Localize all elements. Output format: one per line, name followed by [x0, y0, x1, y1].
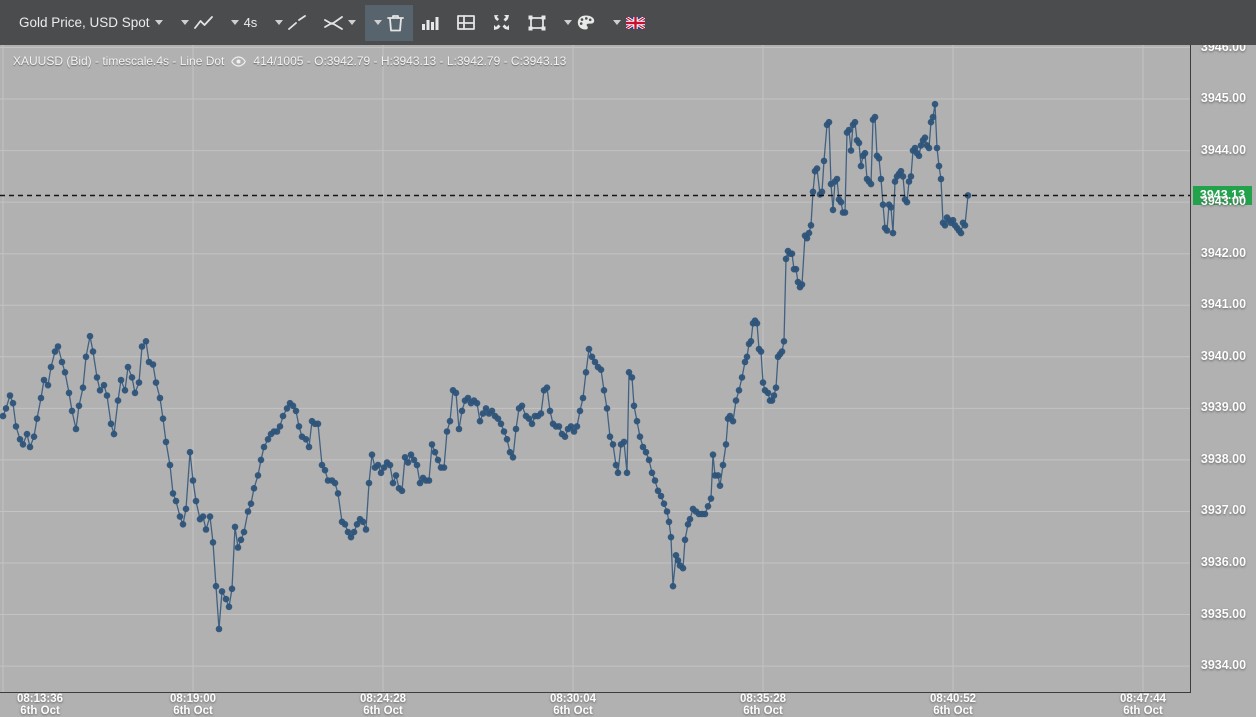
- frame-icon: [528, 15, 546, 31]
- current-price-tag: 3943.13: [1193, 185, 1252, 205]
- caret-down-icon: [348, 20, 357, 25]
- time-tick-label: 08:40:52 6th Oct: [915, 693, 991, 717]
- price-tick-label: 3936.00: [1200, 555, 1247, 569]
- time-tick-label: 08:47:44 6th Oct: [1105, 693, 1181, 717]
- time-tick-date: 6th Oct: [1123, 705, 1163, 717]
- caret-down-icon: [154, 20, 163, 25]
- compare-button[interactable]: [315, 6, 365, 40]
- time-tick-label: 08:13:36 6th Oct: [2, 693, 78, 717]
- time-tick-time: 08:35:28: [739, 693, 787, 705]
- caret-down-icon: [613, 20, 622, 25]
- delete-button[interactable]: [365, 4, 414, 41]
- price-tick-label: 3943.00: [1200, 194, 1247, 209]
- price-tick-label: 3940.00: [1200, 348, 1247, 363]
- caret-down-icon: [275, 20, 284, 25]
- series-xauusd: [0, 100, 972, 633]
- price-tick-label: 3935.00: [1200, 606, 1247, 621]
- histogram-icon: [422, 15, 439, 30]
- timeframe-button-label: 4s: [243, 15, 258, 30]
- eye-icon[interactable]: [231, 55, 247, 67]
- time-tick-time: 08:47:44: [1119, 693, 1167, 705]
- symbol-selector[interactable]: Gold Price, USD Spot: [10, 6, 172, 39]
- expand-icon: [493, 14, 510, 31]
- volume-button[interactable]: [413, 6, 448, 39]
- line-chart-icon: [193, 15, 213, 30]
- timeframe-button[interactable]: 4s: [222, 6, 267, 39]
- time-tick-time: 08:40:52: [929, 693, 977, 705]
- caret-down-icon: [564, 20, 573, 25]
- chart-legend: XAUUSD (Bid) - timescale.4s - Line Dot 4…: [13, 54, 566, 68]
- time-tick-date: 6th Oct: [553, 705, 593, 717]
- price-tick-label: 3934.00: [1200, 658, 1247, 673]
- price-tick-label: 3946.00: [1200, 45, 1247, 54]
- time-tick-date: 6th Oct: [363, 705, 403, 717]
- legend-stats: 414/1005 - O:3942.79 - H:3943.13 - L:394…: [253, 54, 567, 68]
- grid-lines: [0, 45, 1190, 692]
- time-tick-date: 6th Oct: [173, 705, 213, 717]
- price-tick-label: 3937.00: [1200, 503, 1247, 518]
- price-tick-label: 3938.00: [1200, 451, 1247, 466]
- theme-button[interactable]: [555, 6, 604, 39]
- time-tick-time: 08:30:04: [549, 693, 597, 705]
- time-tick-date: 6th Oct: [743, 705, 783, 717]
- chart-type-button[interactable]: [172, 6, 222, 39]
- time-tick-label: 08:35:28 6th Oct: [725, 693, 801, 717]
- time-axis[interactable]: 08:13:36 6th Oct 08:19:00 6th Oct 08:24:28 6t…: [0, 693, 1256, 717]
- caret-down-icon: [374, 20, 383, 25]
- uk-flag-icon: [626, 16, 646, 29]
- time-tick-date: 6th Oct: [20, 705, 60, 717]
- frame-button[interactable]: [519, 6, 555, 40]
- time-tick-time: 08:24:28: [359, 693, 407, 705]
- price-tick-label: 3945.00: [1200, 91, 1247, 106]
- chart-toolbar: Gold Price, USD Spot 4s: [0, 0, 1256, 45]
- time-tick-time: 08:19:00: [169, 693, 217, 705]
- broken-line-icon: [288, 15, 307, 30]
- palette-icon: [577, 15, 595, 30]
- layout-button[interactable]: [448, 6, 484, 39]
- line-style-button[interactable]: [266, 6, 315, 39]
- time-tick-time: 08:13:36: [16, 693, 64, 705]
- fullscreen-button[interactable]: [484, 5, 519, 40]
- axis-border-horizontal: [0, 692, 1191, 693]
- grid-layout-icon: [457, 15, 476, 30]
- price-tick-label: 3939.00: [1200, 400, 1247, 415]
- price-tick-label: 3942.00: [1200, 245, 1247, 260]
- legend-title: XAUUSD (Bid) - timescale.4s - Line Dot: [13, 54, 225, 68]
- symbol-selector-label: Gold Price, USD Spot: [19, 15, 150, 30]
- price-tick-label: 3944.00: [1200, 142, 1247, 157]
- price-chart-canvas[interactable]: [0, 45, 1190, 692]
- caret-down-icon: [180, 20, 189, 25]
- price-axis[interactable]: 3943.13 3946.00 3945.00 3944.00 3943.00 3942…: [1191, 45, 1256, 692]
- time-tick-label: 08:30:04 6th Oct: [535, 693, 611, 717]
- axis-border-vertical: [1190, 45, 1191, 692]
- caret-down-icon: [230, 20, 239, 25]
- time-tick-label: 08:19:00 6th Oct: [155, 693, 231, 717]
- price-tick-label: 3941.00: [1200, 297, 1247, 312]
- trash-icon: [387, 14, 405, 32]
- time-tick-date: 6th Oct: [933, 705, 973, 717]
- time-tick-label: 08:24:28 6th Oct: [345, 693, 421, 717]
- compare-icon: [324, 15, 344, 31]
- language-button[interactable]: [604, 8, 654, 38]
